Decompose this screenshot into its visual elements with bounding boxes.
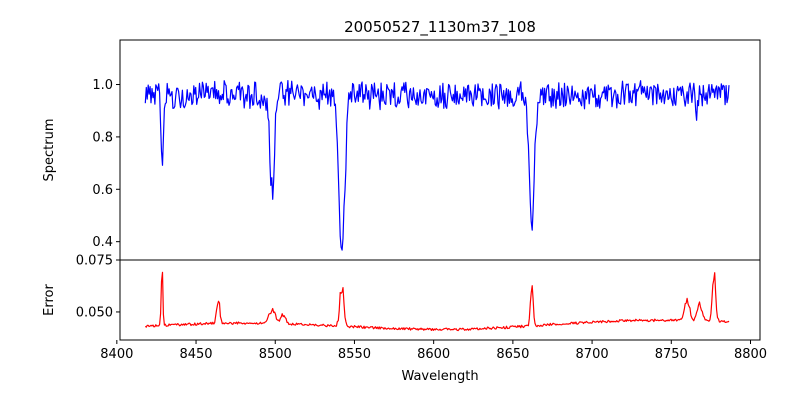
spectrum-y-tick-label: 0.8 [92, 130, 113, 145]
spectrum-y-axis-label: Spectrum [42, 119, 57, 182]
x-tick-label: 8800 [734, 347, 767, 362]
error-y-axis-label: Error [42, 284, 57, 316]
spectrum-y-ticks: 0.4 0.6 0.8 1.0 [92, 78, 120, 250]
x-tick-label: 8400 [100, 347, 133, 362]
error-series-line [144, 271, 730, 332]
spectrum-y-tick-label: 0.4 [92, 235, 113, 250]
x-tick-label: 8650 [496, 347, 529, 362]
error-y-ticks: 0.050 0.075 [76, 254, 120, 320]
x-tick-label: 8700 [576, 347, 609, 362]
x-axis-ticks: 8400 8450 8500 8550 8600 8650 8700 8750 8800 [100, 340, 767, 362]
x-axis-label: Wavelength [401, 369, 478, 384]
error-y-tick-label: 0.050 [76, 305, 113, 320]
error-axes-frame [119, 259, 761, 341]
x-tick-label: 8550 [338, 347, 371, 362]
x-tick-label: 8500 [259, 347, 292, 362]
spectrum-y-tick-label: 0.6 [92, 183, 113, 198]
spectrum-series-line [144, 80, 730, 251]
chart-title: 20050527_1130m37_108 [344, 18, 536, 37]
spectrum-y-tick-label: 1.0 [92, 78, 113, 93]
x-tick-label: 8450 [179, 347, 212, 362]
error-y-tick-label: 0.075 [76, 254, 113, 269]
x-tick-label: 8750 [655, 347, 688, 362]
x-tick-label: 8600 [417, 347, 450, 362]
